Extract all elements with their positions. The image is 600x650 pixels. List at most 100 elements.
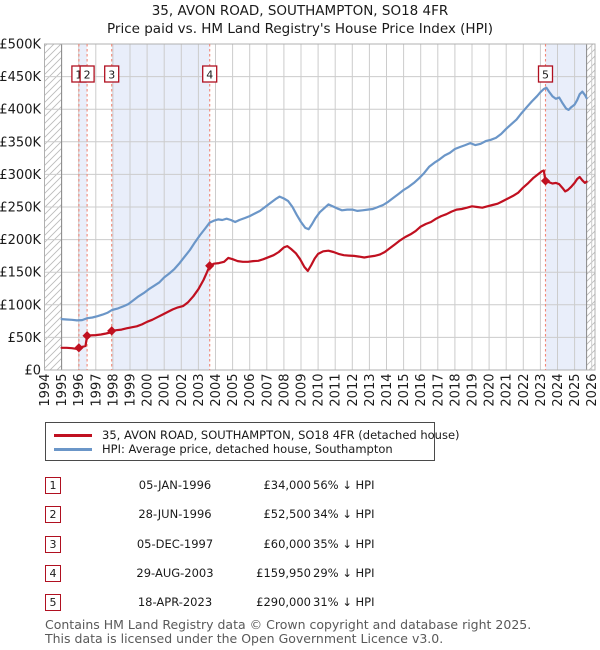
x-axis-tick-label: 1995 [55,374,70,407]
legend-label-hpi: HPI: Average price, detached house, Sout… [102,442,393,456]
x-axis-tick-label: 1996 [72,374,87,407]
sale-number-box: 3 [104,65,120,83]
y-axis-tick-label: £300K [0,168,41,183]
y-axis-tick-label: £100K [0,298,41,313]
legend: 35, AVON ROAD, SOUTHAMPTON, SO18 4FR (de… [45,422,460,461]
x-axis-tick-label: 2002 [175,374,190,407]
price-line-swatch [54,434,92,437]
sale-marker-diamond [74,343,84,353]
x-axis-tick-label: 2019 [466,374,481,407]
sale-hpi-delta: 29% ↓ HPI [313,566,375,580]
sale-date: 05-JAN-1996 [138,478,212,492]
sale-number-badge: 1 [45,477,61,494]
x-axis-tick-label: 2012 [346,374,361,407]
hpi-line [60,86,588,322]
sale-price: £60,000 [263,537,311,551]
svg-text:3: 3 [108,69,115,82]
sale-marker-diamond [82,331,92,341]
sale-marker-diamond [205,261,215,271]
sale-number-badge: 4 [45,565,61,582]
svg-text:1: 1 [75,69,82,82]
x-axis-tick-label: 2013 [363,374,378,407]
x-axis-tick-label: 1998 [106,374,121,407]
sale-marker-diamond [107,326,117,336]
sale-row: 5 18-APR-2023 £290,000 31% ↓ HPI [45,594,445,612]
page-title: 35, AVON ROAD, SOUTHAMPTON, SO18 4FR [151,3,449,19]
y-axis-tick-label: £150K [0,266,41,281]
x-axis-tick-label: 1999 [124,374,139,407]
legend-item-hpi: HPI: Average price, detached house, Sout… [46,442,434,457]
price-history-chart: 1 2 3 4 5 £0 £50K £100K £150K £200K £250K £300K… [0,38,600,407]
x-axis-tick-label: 2017 [431,374,446,407]
y-axis-tick-label: £200K [0,233,41,248]
sale-row: 1 05-JAN-1996 £34,000 56% ↓ HPI [45,477,445,495]
x-axis-tick-label: 2014 [380,374,395,407]
footer-line-2: This data is licensed under the Open Gov… [45,630,444,646]
sale-number-box: 5 [537,65,554,83]
svg-text:5: 5 [542,69,549,82]
x-axis-tick-label: 2007 [260,374,275,407]
sale-hpi-delta: 56% ↓ HPI [313,478,375,492]
x-axis-tick-label: 2001 [158,374,173,407]
x-axis-tick-label: 1997 [89,374,104,407]
footer-line-1: Contains HM Land Registry data © Crown c… [45,617,532,632]
legend-item-price: 35, AVON ROAD, SOUTHAMPTON, SO18 4FR (de… [46,428,460,443]
x-axis-tick-label: 2004 [209,374,224,407]
x-axis-tick-label: 2003 [192,374,207,407]
x-axis-tick-label: 2023 [534,374,549,407]
x-axis-tick-label: 2008 [277,374,292,407]
price-paid-line [60,169,588,350]
sale-row: 3 05-DEC-1997 £60,000 35% ↓ HPI [45,536,445,554]
sale-marker-diamond [540,176,551,186]
sale-price: £290,000 [256,595,311,609]
sale-price: £34,000 [263,478,311,492]
y-axis-tick-label: £400K [0,103,41,118]
sale-date: 28-JUN-1996 [138,507,212,521]
sale-number-badge: 2 [45,506,61,523]
sale-number-box: 2 [79,65,95,83]
y-axis-tick-label: £0 [24,364,41,379]
x-axis-tick-label: 2006 [243,374,258,407]
sale-hpi-delta: 31% ↓ HPI [313,595,375,609]
page-subtitle: Price paid vs. HM Land Registry's House … [107,21,493,37]
y-axis-tick-label: £250K [0,201,41,216]
sale-number-badge: 3 [45,536,61,553]
sale-price: £52,500 [263,507,311,521]
x-axis-tick-label: 2026 [585,374,600,407]
x-axis-tick-label: 2000 [141,374,156,407]
plot-border [44,43,596,371]
x-axis-tick-label: 2010 [312,374,327,407]
license-footer: Contains HM Land Registry data © Crown c… [45,618,590,645]
y-axis-tick-label: £350K [0,135,41,150]
x-axis-tick-label: 2024 [551,374,566,407]
x-axis-tick-label: 2015 [397,374,412,407]
svg-text:2: 2 [84,69,91,82]
x-axis-tick-label: 2009 [295,374,310,407]
sale-date: 29-AUG-2003 [136,566,214,580]
x-axis-tick-label: 2020 [483,374,498,407]
sale-price: £159,950 [256,566,311,580]
sale-number-box: 4 [202,65,218,83]
sale-row: 4 29-AUG-2003 £159,950 29% ↓ HPI [45,565,445,583]
x-axis-tick-label: 2018 [448,374,463,407]
x-axis-tick-label: 2016 [414,374,429,407]
sale-number-badge: 5 [45,594,61,611]
svg-text:4: 4 [206,69,213,82]
hpi-line-swatch [54,448,92,451]
x-axis-tick-label: 2005 [226,374,241,407]
y-axis-tick-label: £500K [0,38,41,53]
sale-date: 18-APR-2023 [137,595,213,609]
x-axis-tick-label: 2025 [568,374,583,407]
sale-row: 2 28-JUN-1996 £52,500 34% ↓ HPI [45,506,445,524]
x-axis-tick-label: 2021 [500,374,515,407]
sale-hpi-delta: 35% ↓ HPI [313,537,375,551]
sale-hpi-delta: 34% ↓ HPI [313,507,375,521]
y-axis-tick-label: £450K [0,70,41,85]
sale-date: 05-DEC-1997 [136,537,214,551]
x-axis-tick-label: 2022 [517,374,532,407]
legend-label-price: 35, AVON ROAD, SOUTHAMPTON, SO18 4FR (de… [102,428,460,442]
y-axis-tick-label: £50K [8,331,42,346]
x-axis-tick-label: 2011 [329,374,344,407]
x-axis-tick-label: 1994 [38,374,53,407]
